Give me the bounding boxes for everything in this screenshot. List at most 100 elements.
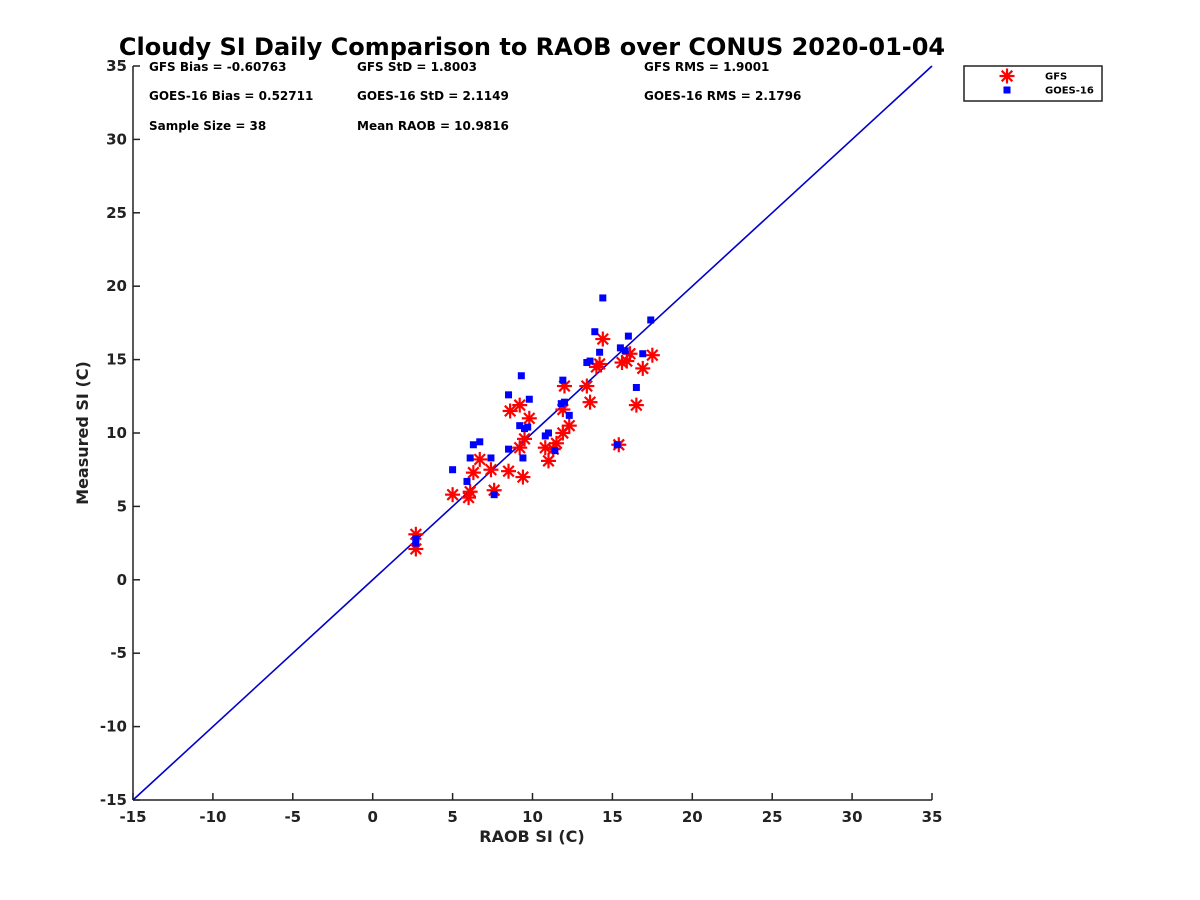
gfs-point xyxy=(548,435,564,451)
gfs-point xyxy=(472,451,488,467)
goes16-point xyxy=(632,383,640,391)
goes16-point xyxy=(559,376,567,384)
series-goes-16 xyxy=(412,294,655,547)
gfs-point xyxy=(595,331,611,347)
gfs-point xyxy=(512,397,528,413)
goes16-point xyxy=(647,316,655,324)
x-tick-label: 15 xyxy=(602,808,623,826)
legend: GFS GOES-16 xyxy=(963,65,1103,102)
goes16-point xyxy=(449,466,457,474)
y-tick-label: 10 xyxy=(106,424,127,442)
legend-marker xyxy=(999,68,1015,84)
stat-text: GOES-16 RMS = 2.1796 xyxy=(644,89,801,103)
x-tick-label: -5 xyxy=(284,808,301,826)
y-tick-label: 5 xyxy=(117,497,127,515)
x-tick-label: 10 xyxy=(522,808,543,826)
legend-marker xyxy=(1003,86,1011,94)
gfs-point xyxy=(521,410,537,426)
y-tick-label: 25 xyxy=(106,204,127,222)
y-tick-label: 35 xyxy=(106,57,127,75)
y-tick-label: -10 xyxy=(100,718,127,736)
goes16-point xyxy=(621,347,629,355)
gfs-point xyxy=(462,484,478,500)
stat-text: GFS RMS = 1.9001 xyxy=(644,60,769,74)
x-tick-label: -10 xyxy=(199,808,226,826)
goes16-point xyxy=(565,411,573,419)
gfs-point xyxy=(644,347,660,363)
goes16-point xyxy=(516,422,524,430)
stats-block: GFS Bias = -0.60763 GFS StD = 1.8003 GFS R… xyxy=(149,60,801,133)
goes16-point xyxy=(476,438,484,446)
goes16-point xyxy=(505,445,513,453)
x-tick-label: 35 xyxy=(922,808,943,826)
goes16-point xyxy=(525,395,533,403)
legend-label: GFS xyxy=(1045,72,1067,83)
x-tick-label: 5 xyxy=(447,808,457,826)
gfs-point xyxy=(445,487,461,503)
gfs-point xyxy=(483,462,499,478)
one-to-one-line xyxy=(132,65,933,801)
x-tick-label: 30 xyxy=(842,808,863,826)
gfs-point xyxy=(501,463,517,479)
gfs-point xyxy=(486,482,502,498)
legend-box xyxy=(963,65,1103,102)
goes16-point xyxy=(412,539,420,547)
gfs-point xyxy=(515,469,531,485)
gfs-point xyxy=(579,378,595,394)
x-tick-label: -15 xyxy=(119,808,146,826)
goes16-point xyxy=(517,372,525,380)
chart-title: Cloudy SI Daily Comparison to RAOB over … xyxy=(119,33,945,61)
x-tick-label: 20 xyxy=(682,808,703,826)
goes16-point xyxy=(551,447,559,455)
goes16-point xyxy=(505,391,513,399)
goes16-point xyxy=(560,398,568,406)
goes16-point xyxy=(544,429,552,437)
stat-text: Mean RAOB = 10.9816 xyxy=(357,119,509,133)
gfs-point xyxy=(540,453,556,469)
series-layer xyxy=(408,294,660,557)
x-tick-label: 0 xyxy=(367,808,377,826)
x-tick-label: 25 xyxy=(762,808,783,826)
gfs-point xyxy=(555,425,571,441)
x-axis-label: RAOB SI (C) xyxy=(479,827,584,846)
stat-text: GFS StD = 1.8003 xyxy=(357,60,477,74)
goes16-point xyxy=(586,357,594,365)
goes16-point xyxy=(524,423,532,431)
goes16-point xyxy=(624,332,632,340)
goes16-point xyxy=(463,477,471,485)
goes16-point xyxy=(596,348,604,356)
goes16-point xyxy=(599,294,607,302)
y-tick-label: -15 xyxy=(100,791,127,809)
gfs-point xyxy=(582,394,598,410)
series-gfs xyxy=(408,331,660,557)
goes16-point xyxy=(490,491,498,499)
goes16-point xyxy=(613,441,621,449)
y-tick-label: 30 xyxy=(106,130,127,148)
gfs-point xyxy=(408,526,424,542)
y-tick-label: -5 xyxy=(110,644,127,662)
gfs-point xyxy=(628,397,644,413)
y-tick-label: 15 xyxy=(106,351,127,369)
y-axis-label: Measured SI (C) xyxy=(73,361,92,505)
gfs-point xyxy=(408,541,424,557)
goes16-point xyxy=(487,454,495,462)
legend-label: GOES-16 xyxy=(1045,86,1094,97)
gfs-point xyxy=(561,418,577,434)
gfs-point xyxy=(635,360,651,376)
goes16-point xyxy=(466,454,474,462)
gfs-point xyxy=(465,465,481,481)
goes16-point xyxy=(616,344,624,352)
gfs-point xyxy=(517,431,533,447)
y-tick-label: 20 xyxy=(106,277,127,295)
y-ticks: -15 -10 -5 0 5 10 15 20 25 30 35 xyxy=(100,57,140,809)
goes16-point xyxy=(469,441,477,449)
gfs-point xyxy=(592,356,608,372)
goes16-point xyxy=(519,454,527,462)
goes16-point xyxy=(591,328,599,336)
stat-text: GOES-16 Bias = 0.52711 xyxy=(149,89,313,103)
x-ticks: -15 -10 -5 0 5 10 15 20 25 30 35 xyxy=(119,793,942,826)
stat-text: GFS Bias = -0.60763 xyxy=(149,60,286,74)
goes16-point xyxy=(412,535,420,543)
stat-text: Sample Size = 38 xyxy=(149,119,266,133)
